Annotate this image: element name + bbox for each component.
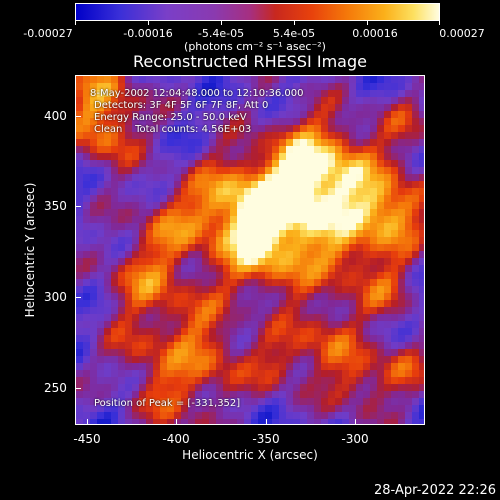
y-axis-label: Heliocentric Y (arcsec) — [23, 182, 37, 318]
rhessi-image: 8-May-2002 12:04:48.000 to 12:10:36.000 … — [75, 75, 425, 425]
image-pixels — [76, 76, 424, 424]
y-tick-label: 400 — [44, 109, 67, 123]
colorbar-label: -0.00027 — [23, 27, 73, 40]
colorbar-tick — [148, 21, 149, 25]
colorbar-tick — [221, 21, 222, 25]
colorbar-tick — [367, 21, 368, 25]
y-tick — [75, 206, 81, 207]
y-tick — [75, 388, 81, 389]
detectors-text: Detectors: 3F 4F 5F 6F 7F 8F, Att 0 — [94, 100, 269, 111]
y-tick-label: 300 — [44, 290, 67, 304]
colorbar-tick — [439, 21, 440, 25]
x-tick-label: -350 — [252, 432, 280, 446]
peak-position-text: Position of Peak = [-331,352] — [94, 398, 241, 409]
colorbar-label: -0.00016 — [123, 27, 173, 40]
colorbar-label: 5.4e-05 — [272, 27, 316, 40]
y-tick-label: 350 — [44, 199, 67, 213]
colorbar-label: 0.00027 — [439, 27, 485, 40]
y-tick — [75, 116, 81, 117]
x-tick — [87, 419, 88, 425]
x-tick — [355, 419, 356, 425]
x-tick-label: -300 — [341, 432, 369, 446]
x-tick-label: -400 — [162, 432, 190, 446]
total-counts-text: Clean Total counts: 4.56E+03 — [94, 124, 252, 135]
timestamp: 28-Apr-2022 22:26 — [374, 483, 496, 498]
colorbar-units: (photons cm⁻² s⁻¹ asec⁻²) — [184, 40, 326, 53]
plot-title: Reconstructed RHESSI Image — [133, 52, 367, 71]
colorbar-tick — [75, 21, 76, 25]
colorbar-tick — [294, 21, 295, 25]
colorbar-label: 0.00016 — [352, 27, 398, 40]
y-tick-label: 250 — [44, 381, 67, 395]
x-tick — [176, 419, 177, 425]
time-range-text: 8-May-2002 12:04:48.000 to 12:10:36.000 — [90, 88, 304, 99]
colorbar — [75, 3, 440, 21]
x-tick-label: -450 — [73, 432, 101, 446]
x-tick — [266, 419, 267, 425]
colorbar-label: -5.4e-05 — [197, 27, 245, 40]
x-axis-label: Heliocentric X (arcsec) — [182, 448, 318, 462]
energy-range-text: Energy Range: 25.0 - 50.0 keV — [94, 112, 247, 123]
y-tick — [75, 297, 81, 298]
